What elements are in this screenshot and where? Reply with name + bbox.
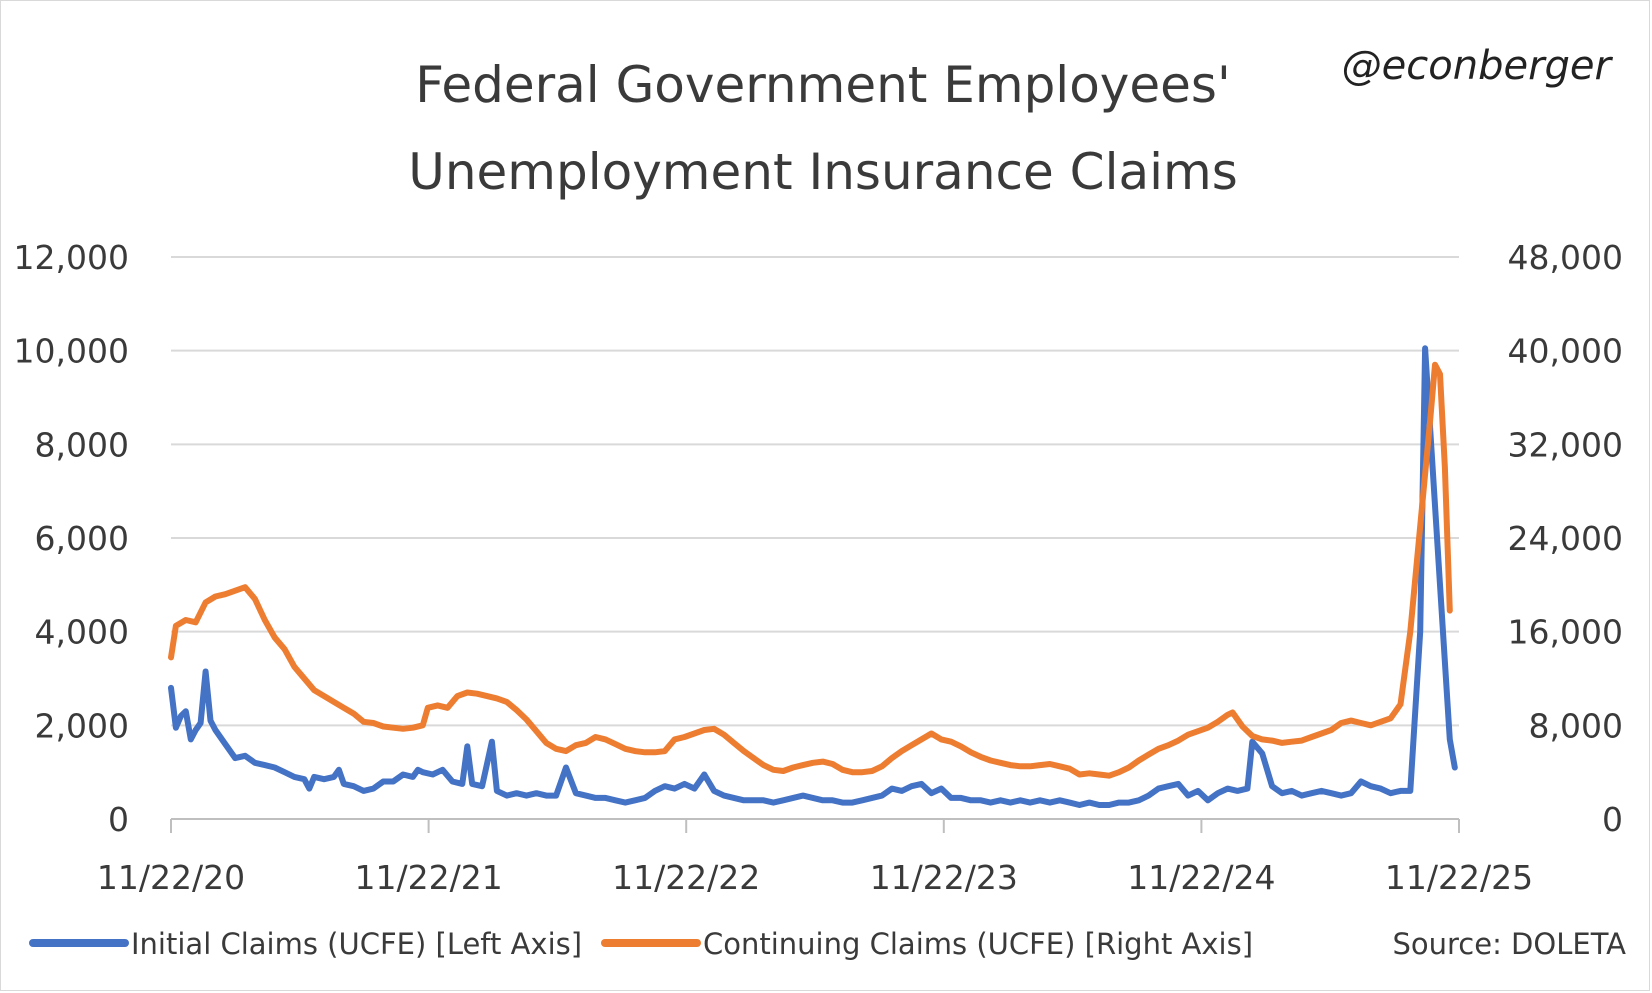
series xyxy=(168,345,1458,808)
y-axis-right: 0 8,000 16,000 24,000 32,000 40,000 48,000 xyxy=(1508,238,1623,839)
x-tick-label: 11/22/22 xyxy=(612,858,760,897)
y-right-tick-label: 0 xyxy=(1602,800,1623,839)
source-note: Source: DOLETA xyxy=(1392,927,1626,961)
x-tick-label: 11/22/21 xyxy=(354,858,502,897)
x-axis: 11/22/20 11/22/21 11/22/22 11/22/23 11/22/24… xyxy=(97,818,1533,897)
x-tick-label: 11/22/24 xyxy=(1127,858,1275,897)
chart-title-line1: Federal Government Employees' xyxy=(415,56,1230,114)
author-handle: @econberger xyxy=(1342,43,1614,89)
y-right-tick-label: 16,000 xyxy=(1508,613,1623,652)
x-tick-label: 11/22/23 xyxy=(870,858,1018,897)
y-right-tick-label: 8,000 xyxy=(1529,706,1623,745)
y-right-tick-label: 48,000 xyxy=(1508,238,1623,277)
y-left-tick-label: 12,000 xyxy=(14,238,129,277)
y-right-tick-label: 24,000 xyxy=(1508,519,1623,558)
chart-title-line2: Unemployment Insurance Claims xyxy=(408,143,1238,201)
continuing-claims-line xyxy=(168,361,1453,779)
legend: Initial Claims (UCFE) [Left Axis] Continu… xyxy=(29,927,1253,961)
y-left-tick-label: 10,000 xyxy=(14,332,129,371)
y-right-tick-label: 40,000 xyxy=(1508,332,1623,371)
y-left-tick-label: 2,000 xyxy=(35,706,129,745)
y-left-tick-label: 8,000 xyxy=(35,425,129,464)
initial-claims-line xyxy=(168,345,1458,808)
x-tick-label: 11/22/20 xyxy=(97,858,245,897)
x-tick-label: 11/22/25 xyxy=(1385,858,1533,897)
gridlines xyxy=(171,256,1459,727)
y-axis-left: 0 2,000 4,000 6,000 8,000 10,000 12,000 xyxy=(14,238,129,839)
legend-entry-label: Initial Claims (UCFE) [Left Axis] xyxy=(131,927,582,961)
y-left-tick-label: 4,000 xyxy=(35,613,129,652)
y-left-tick-label: 0 xyxy=(108,800,129,839)
y-left-tick-label: 6,000 xyxy=(35,519,129,558)
y-right-tick-label: 32,000 xyxy=(1508,425,1623,464)
legend-entry-label: Continuing Claims (UCFE) [Right Axis] xyxy=(703,927,1253,961)
